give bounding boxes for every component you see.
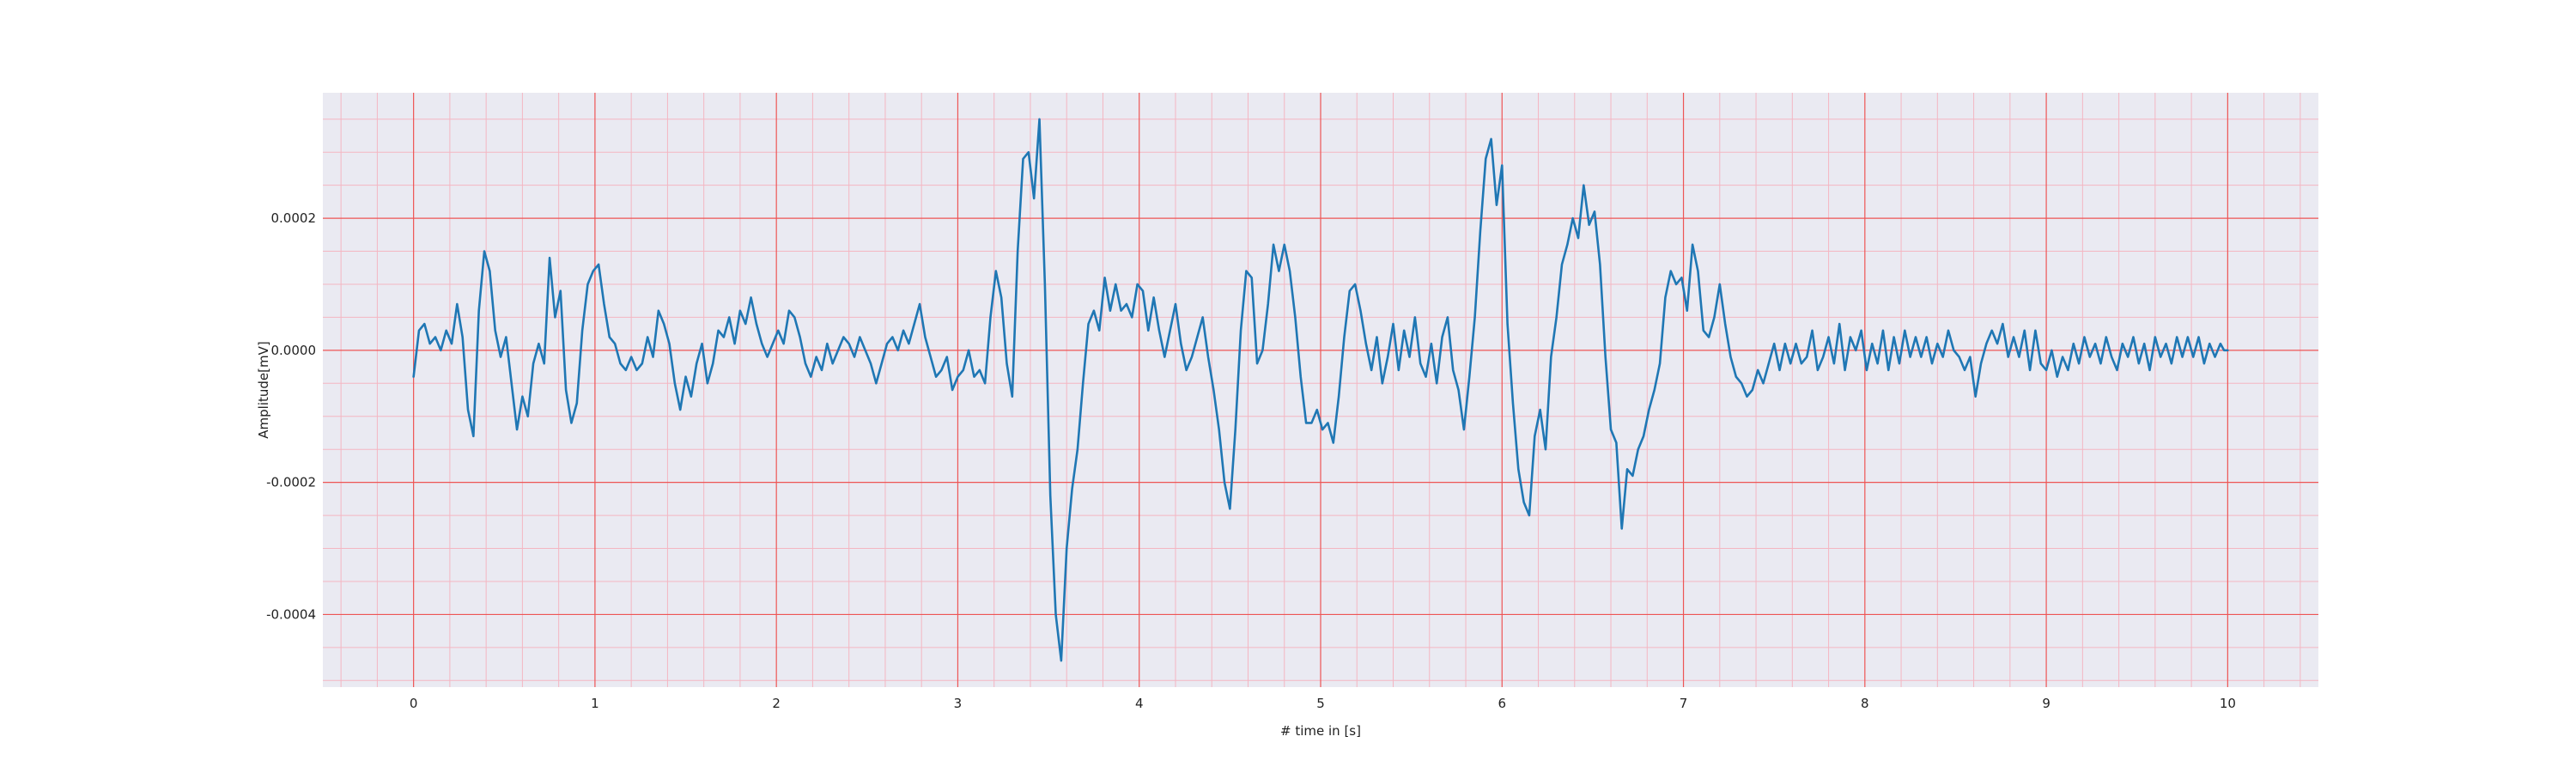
y-tick-label: -0.0004 bbox=[266, 606, 316, 622]
series-line bbox=[412, 118, 2229, 662]
x-tick-label: 6 bbox=[1498, 696, 1506, 711]
x-tick-label: 5 bbox=[1316, 696, 1325, 711]
series-layer bbox=[412, 118, 2229, 662]
x-tick-label: 8 bbox=[1861, 696, 1869, 711]
x-axis-label: # time in [s] bbox=[1280, 723, 1361, 739]
x-tick-label: 7 bbox=[1680, 696, 1688, 711]
y-axis-label: Amplitude[mV] bbox=[256, 341, 271, 438]
y-tick-label: 0.0002 bbox=[271, 210, 317, 226]
y-tick-labels: -0.0004 -0.0002 0.0000 0.0002 bbox=[266, 210, 316, 622]
x-tick-label: 1 bbox=[591, 696, 599, 711]
x-tick-label: 9 bbox=[2042, 696, 2050, 711]
x-tick-label: 0 bbox=[410, 696, 418, 711]
x-tick-label: 10 bbox=[2220, 696, 2236, 711]
y-tick-label: 0.0000 bbox=[271, 343, 317, 358]
x-tick-label: 4 bbox=[1135, 696, 1144, 711]
x-tick-label: 3 bbox=[954, 696, 963, 711]
major-grid bbox=[323, 93, 2318, 687]
x-tick-labels: 0 1 2 3 4 5 6 7 8 9 10 bbox=[410, 696, 2236, 711]
y-tick-label: -0.0002 bbox=[266, 475, 316, 490]
x-tick-label: 2 bbox=[772, 696, 781, 711]
